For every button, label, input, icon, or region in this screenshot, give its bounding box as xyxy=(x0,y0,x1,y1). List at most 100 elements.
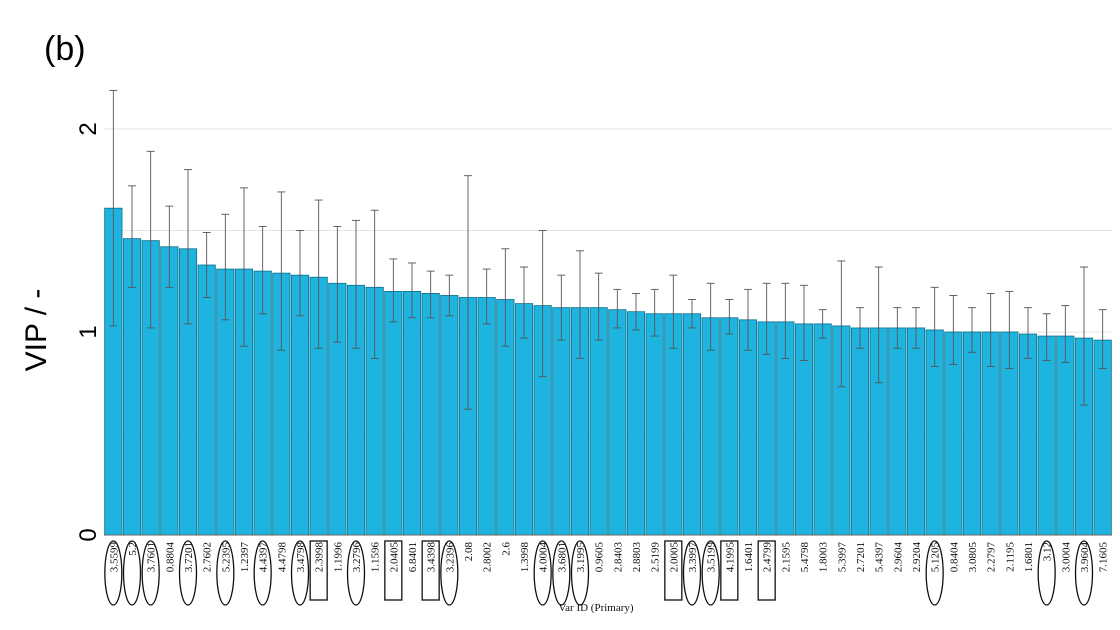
x-axis-label: Var ID (Primary) xyxy=(558,602,633,614)
bar-5 xyxy=(197,264,216,536)
x-tick-label-33: 4.1995 xyxy=(724,542,736,573)
bar-40 xyxy=(850,327,870,536)
circle-mark-25 xyxy=(570,540,590,606)
bars xyxy=(104,207,1112,536)
x-tick-label-43: 2.9204 xyxy=(911,542,923,573)
circle-mark-18 xyxy=(440,540,459,606)
x-tick-label-34: 1.6401 xyxy=(743,542,755,572)
circle-mark-31 xyxy=(682,540,702,606)
x-tick-label-27: 2.8403 xyxy=(612,542,624,573)
x-tick-label-26: 0.9605 xyxy=(594,542,606,573)
x-tick-label-23: 4.0004 xyxy=(538,542,550,573)
gridlines xyxy=(104,128,1112,434)
x-tick-label-39: 5.3997 xyxy=(836,542,848,573)
y-tick-label-2: 2 xyxy=(75,122,102,135)
x-tick-label-47: 2.2797 xyxy=(986,542,998,573)
y-tick-labels: 0 1 2 xyxy=(75,122,102,541)
x-tick-label-50: 3.12 xyxy=(1042,542,1054,561)
bar-31 xyxy=(682,313,702,536)
x-tick-label-19: 2.08 xyxy=(463,542,475,562)
x-tick-label-38: 1.8003 xyxy=(818,542,830,573)
x-tick-label-24: 3.6801 xyxy=(556,542,568,572)
x-tick-label-7: 1.2397 xyxy=(239,542,251,573)
x-tick-label-4: 3.7201 xyxy=(183,542,195,572)
bar-33 xyxy=(720,317,739,536)
x-tick-label-48: 2.1195 xyxy=(1004,542,1016,572)
x-tick-label-49: 1.6801 xyxy=(1023,542,1035,572)
box-mark-15 xyxy=(384,540,403,601)
x-tick-label-53: 7.1605 xyxy=(1098,542,1110,573)
x-tick-label-52: 3.9604 xyxy=(1079,542,1091,573)
circle-mark-10 xyxy=(290,540,310,606)
x-tick-label-10: 3.4798 xyxy=(295,542,307,573)
bar-16 xyxy=(402,290,422,536)
error-bars xyxy=(109,89,1107,410)
x-tick-label-13: 3.2796 xyxy=(351,542,363,573)
bar-20 xyxy=(477,297,496,536)
x-tick-label-41: 5.4397 xyxy=(874,542,886,573)
x-tick-label-8: 4.4397 xyxy=(258,542,270,573)
bar-42 xyxy=(888,327,907,536)
box-mark-11 xyxy=(309,540,328,601)
bar-34 xyxy=(738,319,758,536)
circle-mark-52 xyxy=(1074,540,1094,606)
bar-24 xyxy=(552,307,571,536)
x-tick-label-35: 2.4799 xyxy=(762,542,774,573)
x-tick-label-6: 5.2395 xyxy=(220,542,232,573)
x-tick-label-45: 0.8404 xyxy=(948,542,960,573)
box-mark-30 xyxy=(664,540,683,601)
bar-15 xyxy=(384,290,403,536)
x-tick-label-9: 4.4798 xyxy=(276,542,288,573)
highlight-marks xyxy=(104,540,1094,606)
circle-mark-1 xyxy=(122,540,142,606)
panel-label: (b) xyxy=(44,30,86,68)
circle-mark-0 xyxy=(104,540,123,606)
x-tick-label-11: 2.3998 xyxy=(314,542,326,573)
bar-3 xyxy=(160,246,179,536)
x-tick-label-44: 5.1205 xyxy=(930,542,942,573)
x-tick-label-5: 2.7602 xyxy=(202,542,214,572)
x-tick-label-36: 2.1595 xyxy=(780,542,792,573)
x-tick-label-15: 2.0405 xyxy=(388,542,400,573)
circle-mark-44 xyxy=(925,540,944,606)
box-mark-35 xyxy=(757,540,776,601)
x-tick-label-3: 0.8804 xyxy=(164,542,176,573)
bar-17 xyxy=(421,293,440,536)
bar-26 xyxy=(589,307,608,536)
circle-mark-4 xyxy=(178,540,198,606)
bar-46 xyxy=(962,331,982,536)
x-tick-label-51: 3.0004 xyxy=(1060,542,1072,573)
circle-mark-13 xyxy=(346,540,366,606)
y-tick-label-0: 0 xyxy=(75,528,102,541)
circle-mark-23 xyxy=(533,540,552,606)
x-tick-label-2: 3.7601 xyxy=(146,542,158,572)
x-tick-label-37: 5.4798 xyxy=(799,542,811,573)
x-tick-label-14: 1.1596 xyxy=(370,542,382,573)
x-tick-label-16: 6.8401 xyxy=(407,542,419,572)
x-tick-label-17: 3.4398 xyxy=(426,542,438,573)
x-tick-label-42: 2.9604 xyxy=(892,542,904,573)
x-tick-label-32: 3.5199 xyxy=(706,542,718,573)
y-tick-label-1: 1 xyxy=(75,325,102,338)
x-tick-label-0: 3.5599 xyxy=(108,542,120,573)
x-tick-label-40: 2.7201 xyxy=(855,542,867,572)
x-tick-label-22: 1.3998 xyxy=(519,542,531,573)
circle-mark-6 xyxy=(216,540,235,606)
box-mark-17 xyxy=(421,540,440,601)
x-tick-label-29: 2.5199 xyxy=(650,542,662,573)
x-tick-label-31: 3.3997 xyxy=(687,542,699,573)
x-tick-label-46: 3.0805 xyxy=(967,542,979,573)
bar-49 xyxy=(1018,333,1038,536)
bar-27 xyxy=(608,309,627,536)
x-tick-labels: 3.5599 5.2 3.7601 0.8804 3.7201 2.7602 5.2395 1… xyxy=(108,542,1109,573)
circle-mark-50 xyxy=(1037,540,1056,606)
bar-50 xyxy=(1037,335,1056,536)
bar-18 xyxy=(440,295,459,536)
bar-51 xyxy=(1056,335,1075,536)
x-tick-label-28: 2.8803 xyxy=(631,542,643,573)
bar-43 xyxy=(906,327,926,536)
box-mark-33 xyxy=(720,540,739,601)
x-tick-label-30: 2.0005 xyxy=(668,542,680,573)
x-tick-label-21: 2.6 xyxy=(500,542,512,556)
